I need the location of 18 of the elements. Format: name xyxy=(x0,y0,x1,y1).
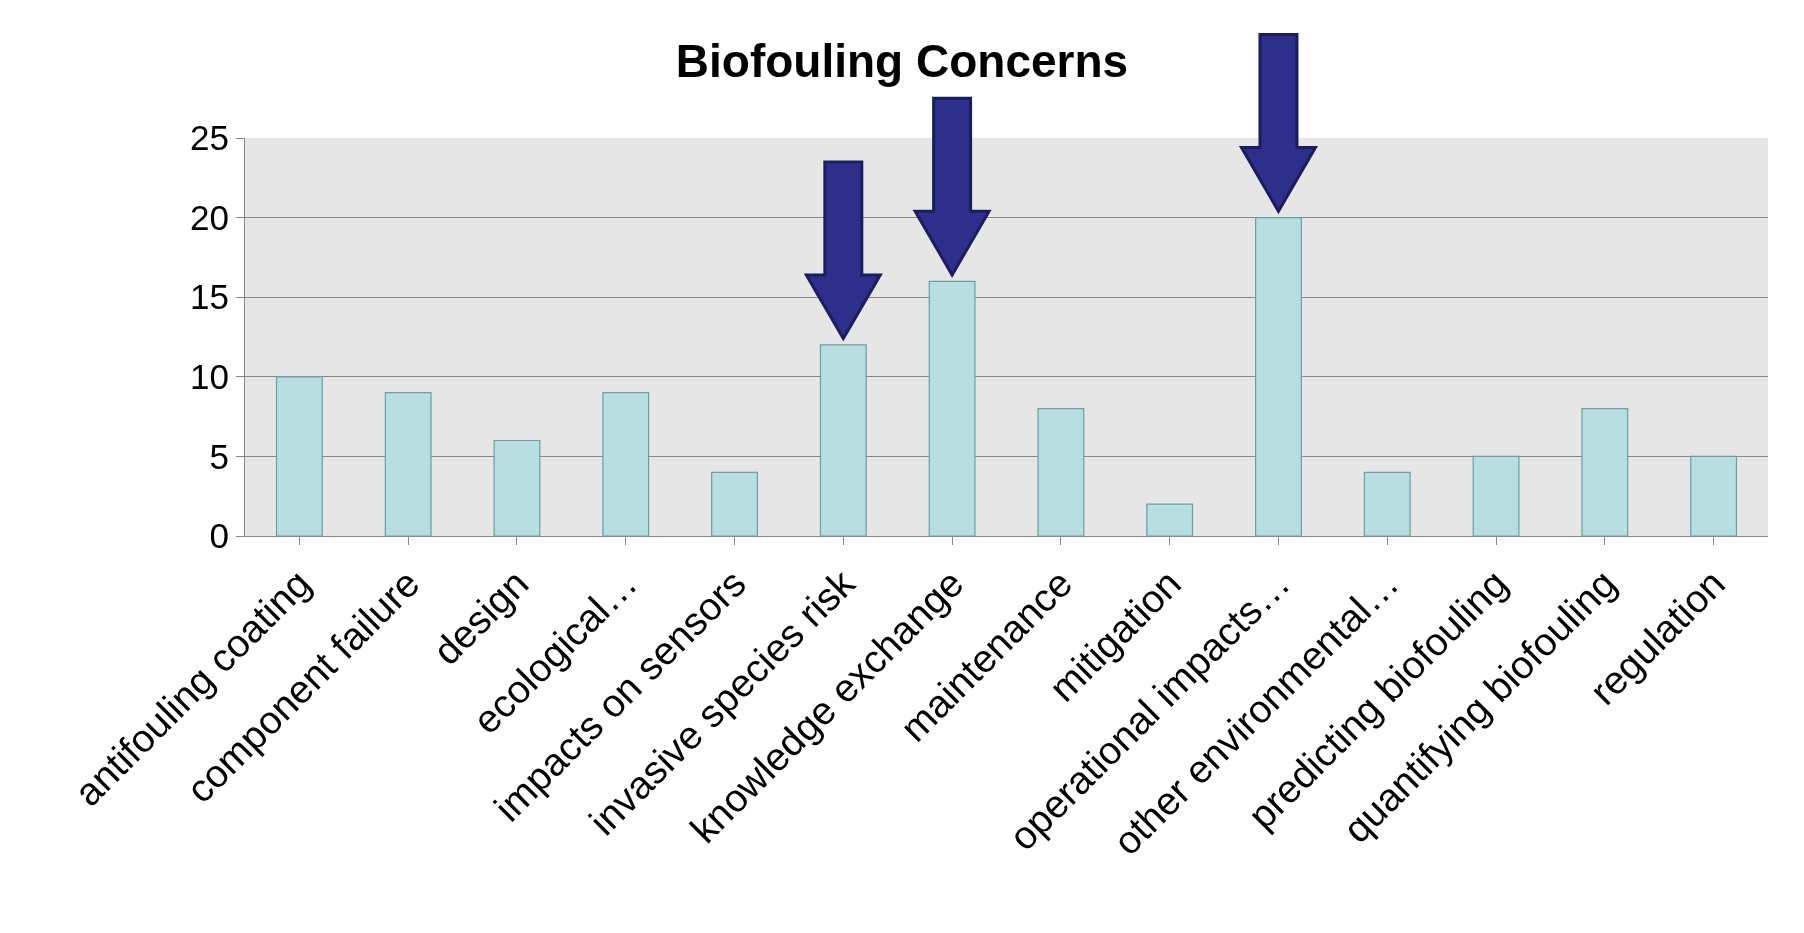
y-tick-label: 0 xyxy=(209,516,229,556)
bar xyxy=(384,392,432,536)
y-tick-label: 20 xyxy=(190,197,229,237)
y-tick-label: 5 xyxy=(209,436,229,476)
y-tick-label: 10 xyxy=(190,357,229,397)
bar xyxy=(275,376,323,536)
y-tick-label: 25 xyxy=(190,118,229,158)
bar xyxy=(1146,503,1194,536)
bar xyxy=(1690,455,1738,536)
bar xyxy=(1581,408,1629,536)
bar xyxy=(493,439,541,536)
chart-title: Biofouling Concerns xyxy=(675,34,1129,87)
bar xyxy=(602,392,650,536)
bar xyxy=(1472,455,1520,536)
y-tick-label: 15 xyxy=(190,277,229,317)
bar xyxy=(1363,471,1411,536)
bar xyxy=(711,471,758,536)
bar xyxy=(1037,408,1085,536)
